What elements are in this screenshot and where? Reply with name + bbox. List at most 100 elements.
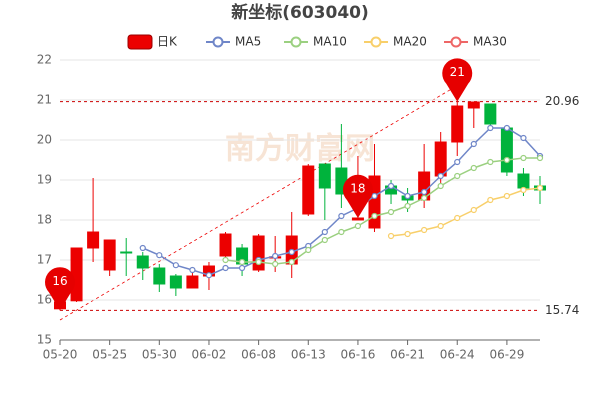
ma-point <box>470 206 477 214</box>
chart-title: 新坐标(603040) <box>231 2 369 23</box>
ma-point <box>371 192 378 200</box>
candle-body <box>434 141 447 177</box>
candle-body <box>318 163 331 189</box>
candle-body <box>451 105 464 143</box>
bubble-label: 18 <box>350 182 365 196</box>
ma-point <box>222 264 229 272</box>
legend-dot <box>370 36 382 48</box>
x-tick-label: 06-02 <box>192 348 227 362</box>
x-tick-label: 06-16 <box>340 348 375 362</box>
ma-point <box>470 164 477 172</box>
ma-point <box>288 248 295 256</box>
y-tick-label: 15 <box>37 333 52 347</box>
ma-point <box>520 134 527 142</box>
legend-dot <box>450 36 462 48</box>
legend-label: MA5 <box>235 35 261 49</box>
ma-point <box>454 214 461 222</box>
ma-point <box>437 182 444 190</box>
legend-label: MA10 <box>313 35 347 49</box>
ma-point <box>338 228 345 236</box>
x-tick-label: 06-13 <box>291 348 326 362</box>
ma-point <box>421 188 428 196</box>
y-tick-label: 16 <box>37 293 52 307</box>
candle-body <box>87 231 100 249</box>
y-tick-label: 19 <box>37 173 52 187</box>
legend-dot <box>212 36 224 48</box>
trend-line <box>59 83 461 321</box>
ma-point <box>354 222 362 230</box>
legend-dot <box>290 36 302 48</box>
y-tick-label: 17 <box>37 253 52 267</box>
candle-body <box>153 267 166 285</box>
ma-point <box>172 262 179 269</box>
bubble-label: 21 <box>450 65 465 79</box>
ma-point <box>222 256 229 264</box>
ma-point <box>404 192 411 200</box>
legend-label: 日K <box>157 35 178 49</box>
ma-point <box>404 202 411 210</box>
ma-point <box>421 194 428 202</box>
ma-point <box>437 222 444 230</box>
candle-body <box>467 101 480 109</box>
x-tick-label: 05-30 <box>142 348 177 362</box>
candle-body <box>351 217 364 221</box>
ma-point <box>321 236 328 244</box>
watermark: 南方财富网 <box>225 132 375 167</box>
candle-body <box>484 103 497 125</box>
candle-body <box>103 239 116 271</box>
ma-point <box>536 184 544 192</box>
ma-point <box>205 272 213 279</box>
ma-point <box>338 212 345 220</box>
x-tick-label: 06-29 <box>489 348 524 362</box>
ma-point <box>536 154 544 162</box>
ma-point <box>189 266 196 274</box>
ma-point <box>387 208 395 216</box>
candle-body <box>169 275 182 289</box>
ma-point <box>520 186 527 194</box>
bubble <box>342 174 373 218</box>
candle-body <box>517 173 530 189</box>
ma-point <box>321 228 328 236</box>
legend-label: MA20 <box>393 35 427 49</box>
ma-point <box>272 252 279 260</box>
ma-point <box>404 230 411 238</box>
reference-label: 15.74 <box>545 303 579 317</box>
candle-body <box>368 175 381 229</box>
candle-body <box>500 127 513 173</box>
ma-point <box>487 124 494 132</box>
x-tick-label: 06-21 <box>390 348 425 362</box>
ma-point <box>470 140 477 148</box>
reference-label: 20.96 <box>545 94 579 108</box>
ma-point <box>421 226 428 234</box>
ma-point <box>238 258 246 266</box>
ma-point <box>503 192 510 200</box>
bubble-label: 16 <box>52 274 67 288</box>
ma-point <box>305 246 312 254</box>
x-tick-label: 05-20 <box>43 348 78 362</box>
y-tick-label: 21 <box>37 93 52 107</box>
ma-point <box>437 172 444 180</box>
ma-point <box>387 182 395 190</box>
ma-point <box>288 258 295 266</box>
y-tick-label: 22 <box>37 53 52 67</box>
ma-line <box>225 157 540 265</box>
candle-body <box>136 255 149 269</box>
candle-body <box>186 275 199 289</box>
ma-point <box>454 172 461 180</box>
ma-point <box>156 252 163 259</box>
candle-body <box>219 233 232 257</box>
x-tick-label: 06-24 <box>440 348 475 362</box>
ma-point <box>371 212 378 220</box>
legend-swatch <box>127 34 153 50</box>
y-tick-label: 18 <box>37 213 52 227</box>
candle-body <box>302 165 315 215</box>
ma-point <box>255 258 262 266</box>
ma-point <box>503 156 510 164</box>
ma-point <box>520 154 527 162</box>
legend-label: MA30 <box>473 35 507 49</box>
bubble <box>45 267 75 311</box>
ma-point <box>503 124 510 132</box>
ma-line <box>390 187 541 237</box>
ma-point <box>487 196 494 204</box>
